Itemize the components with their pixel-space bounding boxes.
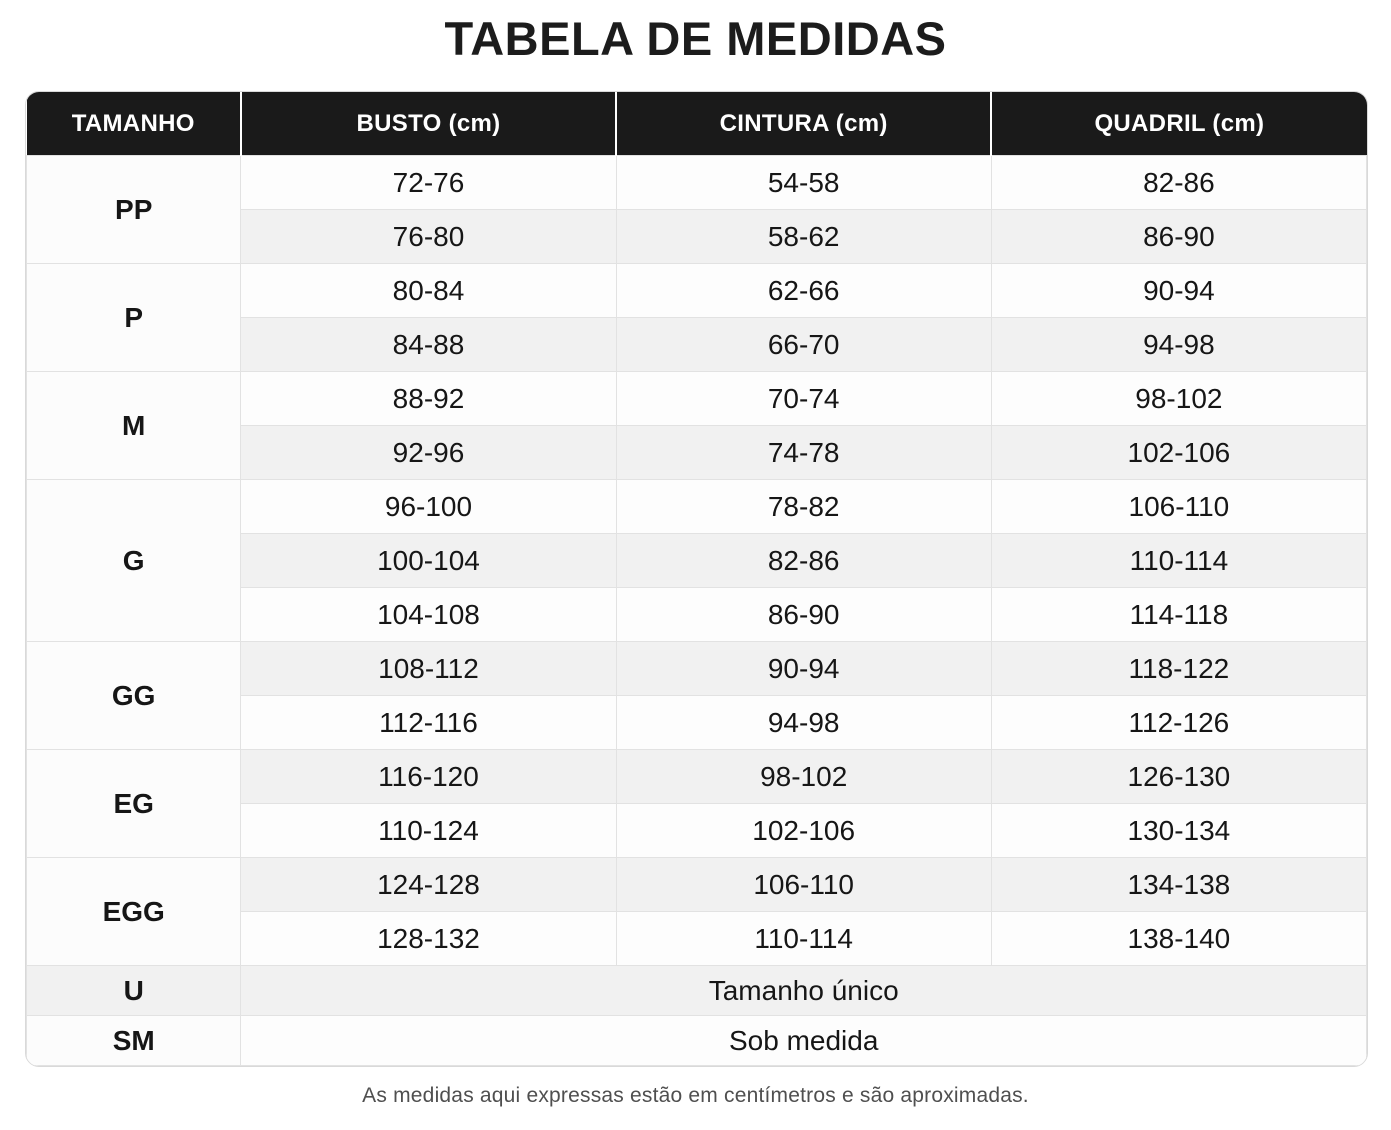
measurement-cell: 94-98 [615,695,992,751]
measurement-cell: 82-86 [990,155,1367,211]
merged-label-cell: Sob medida [240,1015,1367,1067]
measurement-cell: 116-120 [240,749,617,805]
table-row: M 88-92 70-74 98-102 [26,371,1367,481]
measurement-cell: 76-80 [240,209,617,265]
measurement-cell: 66-70 [615,317,992,373]
measurement-cell: 86-90 [615,587,992,643]
measurement-cell: 82-86 [615,533,992,589]
size-cell: EG [26,749,242,859]
table-row: EGG 124-128 106-110 134-138 [26,857,1367,967]
table-row: 100-104 82-86 110-114 [27,533,1367,589]
table-row: 92-96 74-78 102-106 [27,425,1367,481]
size-cell: M [26,371,242,481]
size-table-container: TAMANHO BUSTO (cm) CINTURA (cm) QUADRIL … [25,91,1368,1068]
measurement-cell: 84-88 [240,317,617,373]
measurement-cell: 130-134 [990,803,1367,859]
table-row: 76-80 58-62 86-90 [27,209,1367,265]
measurement-cell: 110-114 [990,533,1367,589]
measurement-cell: 102-106 [990,425,1367,481]
size-cell: U [26,965,242,1017]
measurement-cell: 70-74 [615,371,992,427]
size-cell: PP [26,155,242,265]
measurement-cell: 72-76 [240,155,617,211]
measurement-cell: 134-138 [990,857,1367,913]
column-header-quadril: QUADRIL (cm) [990,92,1367,156]
table-row: G 96-100 78-82 106-110 [26,479,1367,643]
table-row: 112-116 94-98 112-126 [27,695,1367,751]
measurement-cell: 78-82 [615,479,992,535]
measurement-cell: 88-92 [240,371,617,427]
measurement-cell: 118-122 [990,641,1367,697]
measurement-cell: 90-94 [615,641,992,697]
table-row: P 80-84 62-66 90-94 [26,263,1367,373]
measurement-cell: 98-102 [615,749,992,805]
measurement-cell: 62-66 [615,263,992,319]
column-header-cintura: CINTURA (cm) [615,92,992,156]
size-cell: G [26,479,242,643]
measurement-cell: 54-58 [615,155,992,211]
measurement-cell: 110-124 [240,803,617,859]
measurement-cell: 112-126 [990,695,1367,751]
measurement-cell: 102-106 [615,803,992,859]
measurement-cell: 110-114 [615,911,992,967]
measurement-cell: 90-94 [990,263,1367,319]
measurement-cell: 80-84 [240,263,617,319]
footer-note: As medidas aqui expressas estão em centí… [362,1084,1029,1108]
measurement-cell: 114-118 [990,587,1367,643]
size-cell: SM [26,1015,242,1067]
measurement-cell: 128-132 [240,911,617,967]
measurement-cell: 74-78 [615,425,992,481]
table-row: GG 108-112 90-94 118-122 [26,641,1367,751]
measurement-cell: 138-140 [990,911,1367,967]
measurement-cell: 106-110 [990,479,1367,535]
measurement-cell: 92-96 [240,425,617,481]
measurement-cell: 96-100 [240,479,617,535]
table-row: 128-132 110-114 138-140 [27,911,1367,967]
column-header-busto: BUSTO (cm) [239,92,617,156]
measurement-cell: 108-112 [240,641,617,697]
table-header-row: TAMANHO BUSTO (cm) CINTURA (cm) QUADRIL … [26,92,1367,156]
measurement-cell: 94-98 [990,317,1367,373]
measurement-cell: 126-130 [990,749,1367,805]
size-cell: GG [26,641,242,751]
measurement-cell: 100-104 [240,533,617,589]
table-row: U Tamanho único [26,965,1367,1017]
size-cell: EGG [26,857,242,967]
measurement-cell: 106-110 [615,857,992,913]
measurement-cell: 104-108 [240,587,617,643]
page-title: TABELA DE MEDIDAS [444,12,947,65]
measurement-cell: 112-116 [240,695,617,751]
table-row: PP 72-76 54-58 82-86 [26,155,1367,265]
column-header-tamanho: TAMANHO [26,92,241,156]
measurement-cell: 124-128 [240,857,617,913]
table-row: 84-88 66-70 94-98 [27,317,1367,373]
measurement-cell: 86-90 [990,209,1367,265]
table-row: 110-124 102-106 130-134 [27,803,1367,859]
merged-label-cell: Tamanho único [240,965,1367,1017]
size-cell: P [26,263,242,373]
measurement-cell: 58-62 [615,209,992,265]
table-body: PP 72-76 54-58 82-86 76-80 58-62 86-90 P 80-84 62… [26,155,1367,1067]
measurement-cell: 98-102 [990,371,1367,427]
table-row: SM Sob medida [26,1015,1367,1067]
size-table: TAMANHO BUSTO (cm) CINTURA (cm) QUADRIL … [26,92,1367,1067]
table-row: EG 116-120 98-102 126-130 [26,749,1367,859]
